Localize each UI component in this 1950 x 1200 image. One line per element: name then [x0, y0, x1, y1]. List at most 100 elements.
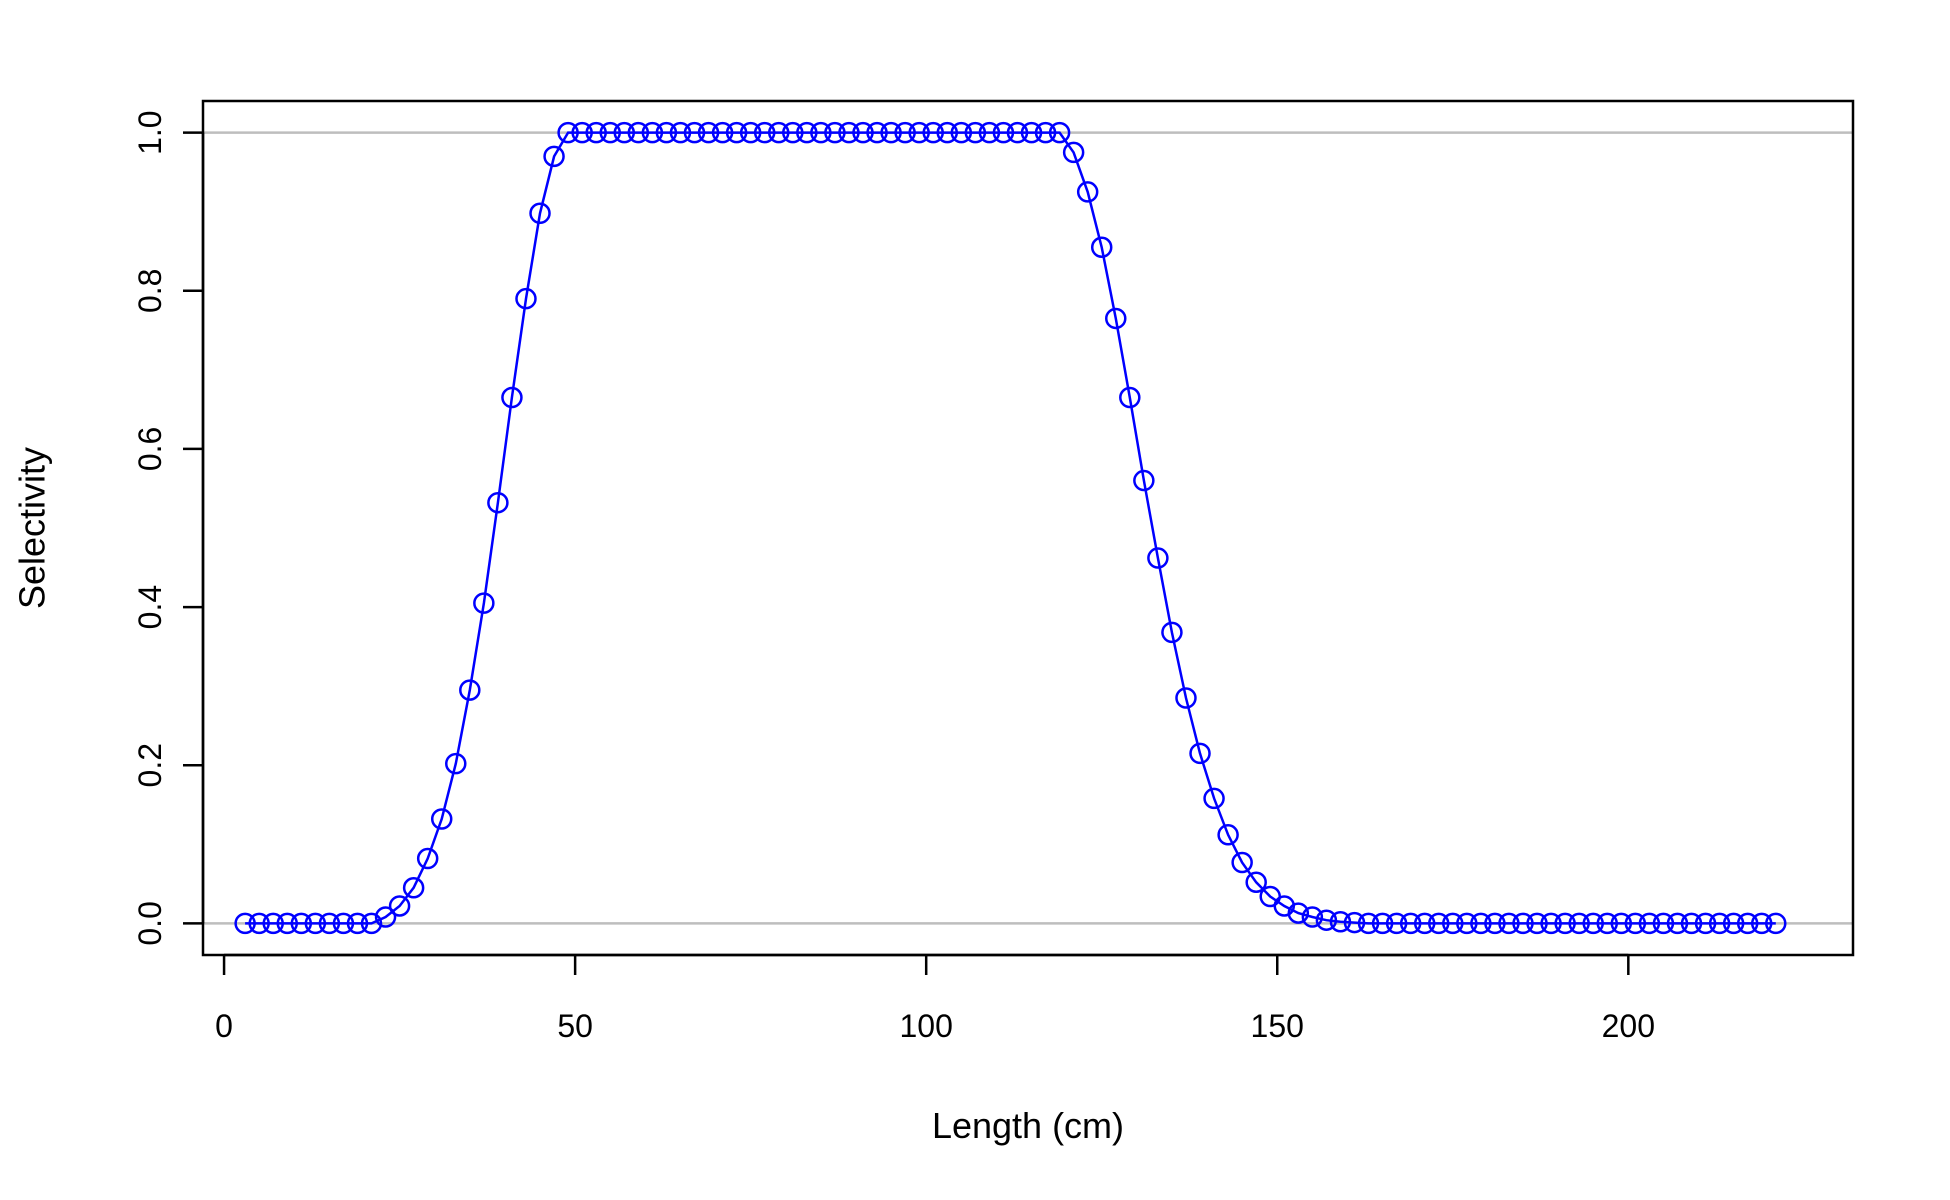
data-point: [739, 121, 762, 144]
data-point: [1133, 469, 1155, 492]
data-point: [824, 121, 846, 144]
y-tick-label: 0.0: [132, 901, 168, 945]
data-point: [1750, 912, 1773, 935]
data-point: [459, 679, 481, 701]
data-point: [627, 121, 650, 144]
data-point: [669, 121, 692, 144]
data-point: [248, 912, 270, 935]
x-tick-label: 100: [899, 1008, 952, 1044]
data-point: [613, 121, 636, 144]
data-point: [1217, 824, 1239, 846]
data-point: [655, 121, 678, 144]
data-point: [908, 121, 930, 144]
data-point: [992, 121, 1015, 144]
data-point: [515, 287, 537, 310]
x-tick-label: 200: [1602, 1008, 1655, 1044]
data-point: [1175, 687, 1197, 709]
data-point: [1694, 912, 1717, 935]
data-point: [1189, 742, 1211, 765]
data-point: [1399, 912, 1422, 935]
y-axis: 0.0 0.2 0.4 0.6 0.8 1.0: [132, 110, 205, 946]
data-point: [1105, 307, 1127, 330]
data-point: [1231, 851, 1253, 874]
data-point: [1456, 912, 1478, 935]
data-point: [964, 121, 987, 144]
data-point: [1484, 912, 1506, 935]
y-tick-label: 0.8: [132, 269, 168, 313]
x-tick-label: 0: [215, 1008, 233, 1044]
data-point: [1076, 181, 1099, 203]
data-point: [852, 121, 874, 144]
data-point: [388, 895, 411, 917]
data-point: [1666, 912, 1689, 935]
data-point: [234, 912, 256, 935]
data-point: [1357, 912, 1380, 935]
series-layer: [234, 121, 1787, 935]
data-point: [697, 121, 720, 144]
data-point: [1596, 912, 1619, 935]
data-point: [1765, 912, 1787, 935]
data-point: [304, 912, 327, 935]
x-tick-label: 50: [557, 1008, 593, 1044]
data-point: [894, 121, 916, 144]
data-point: [1652, 912, 1675, 935]
data-point: [683, 121, 706, 144]
data-point: [374, 906, 397, 928]
y-tick-label: 0.2: [132, 743, 168, 787]
data-point: [1119, 386, 1141, 409]
data-point: [318, 912, 341, 935]
data-point: [1343, 911, 1366, 934]
y-tick-label: 1.0: [132, 110, 168, 154]
y-axis-title: Selectivity: [12, 447, 53, 609]
data-point: [346, 912, 369, 935]
data-point: [866, 121, 888, 144]
data-point: [1329, 911, 1352, 933]
data-point: [1034, 121, 1057, 144]
selectivity-line: [245, 131, 1776, 925]
data-point: [1708, 912, 1731, 935]
data-point: [1147, 547, 1169, 569]
data-point: [782, 121, 804, 144]
data-point: [416, 847, 439, 870]
data-point: [950, 121, 973, 144]
data-point: [880, 121, 902, 144]
data-point: [1301, 906, 1324, 928]
data-point: [430, 808, 453, 830]
data-point: [711, 121, 734, 144]
plot-frame: [201, 99, 1855, 957]
data-point: [402, 877, 425, 899]
data-point: [473, 592, 495, 614]
data-point: [571, 121, 593, 144]
data-point: [1062, 141, 1085, 164]
x-axis: 0 50 100 150 200: [215, 953, 1655, 1044]
data-point: [1582, 912, 1604, 935]
x-axis-title: Length (cm): [932, 1105, 1124, 1146]
data-point: [936, 121, 959, 144]
data-point: [796, 121, 818, 144]
data-point: [487, 491, 509, 514]
y-tick-label: 0.4: [132, 585, 168, 629]
data-point: [1090, 236, 1113, 259]
data-point: [978, 121, 1001, 144]
data-point: [1624, 912, 1647, 935]
data-point: [1568, 912, 1590, 935]
data-point: [360, 912, 383, 935]
data-point: [276, 912, 299, 935]
data-point: [1736, 912, 1759, 935]
data-point: [1498, 912, 1520, 935]
data-point: [1203, 787, 1225, 810]
data-point: [445, 752, 467, 775]
data-point: [1245, 871, 1267, 894]
data-point: [1680, 912, 1703, 935]
data-point: [1413, 912, 1436, 935]
data-point: [1526, 912, 1548, 935]
data-point: [641, 121, 664, 144]
data-point: [767, 121, 790, 144]
data-point: [810, 121, 832, 144]
data-point: [1540, 912, 1562, 935]
data-point: [1287, 902, 1310, 924]
data-point: [1610, 912, 1633, 935]
data-point: [1371, 912, 1394, 935]
x-tick-label: 150: [1251, 1008, 1304, 1044]
